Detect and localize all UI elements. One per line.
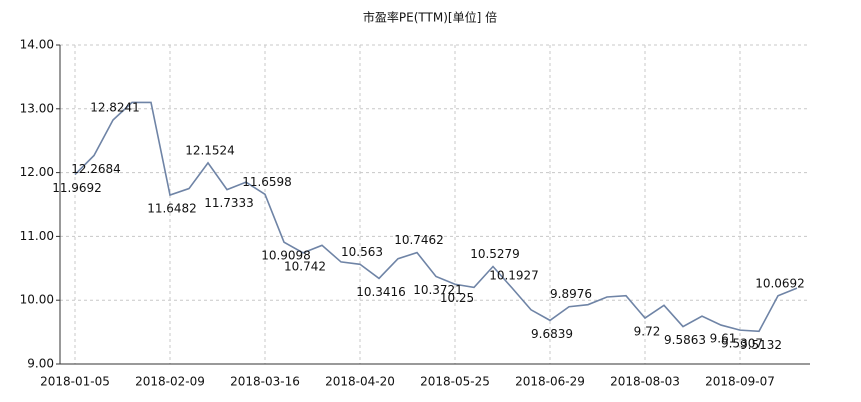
data-label: 9.5132 [740,338,782,352]
chart-title: 市盈率PE(TTM)[单位] 倍 [363,10,497,25]
y-tick-label: 14.00 [20,38,54,52]
data-label: 10.7462 [394,233,444,247]
data-label: 10.742 [284,259,326,273]
x-tick-label: 2018-03-16 [230,375,300,389]
data-label: 10.3721 [413,283,463,297]
x-tick-label: 2018-01-05 [40,375,110,389]
data-label: 10.0692 [755,276,805,290]
data-label: 11.7333 [204,196,254,210]
y-tick-label: 10.00 [20,293,54,307]
data-label: 11.6482 [147,202,197,216]
data-label: 9.8976 [550,287,592,301]
data-label: 10.563 [341,245,383,259]
data-label: 9.5863 [664,333,706,347]
data-label: 12.2684 [71,162,121,176]
data-label: 10.3416 [356,285,406,299]
data-label: 12.8241 [90,101,140,115]
data-label: 9.72 [634,325,661,339]
x-tick-label: 2018-09-07 [705,375,775,389]
series-line [74,101,798,333]
y-tick-label: 11.00 [20,229,54,243]
x-tick-label: 2018-08-03 [610,375,680,389]
data-label: 10.5279 [470,247,520,261]
x-tick-label: 2018-05-25 [420,375,490,389]
data-label: 9.5307 [721,337,763,351]
y-tick-label: 13.00 [20,101,54,115]
data-label: 10.1927 [489,268,539,282]
x-tick-label: 2018-04-20 [325,375,395,389]
data-label: 11.6598 [242,175,292,189]
y-tick-label: 12.00 [20,165,54,179]
data-label: 9.6839 [531,327,573,341]
x-tick-label: 2018-02-09 [135,375,205,389]
data-label: 11.9692 [52,181,102,195]
y-tick-label: 9.00 [27,357,54,371]
x-tick-label: 2018-06-29 [515,375,585,389]
data-label: 12.1524 [185,143,235,157]
data-label: 10.9098 [261,249,311,263]
data-label: 9.61 [710,332,737,346]
data-label: 10.25 [440,291,474,305]
